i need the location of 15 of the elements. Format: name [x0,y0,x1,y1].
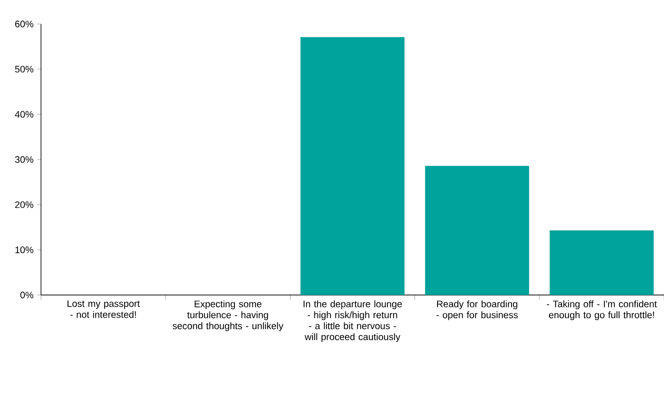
y-tick-label: 20% [15,201,34,208]
y-tick-label: 60% [15,20,34,28]
y-tick-label: 30% [15,156,34,163]
y-tick-label: 40% [14,110,34,118]
x-tick-label: Ready for boarding - open for business [436,300,518,320]
bar [550,230,654,295]
x-tick-label: Lost my passport - not interested! [68,300,140,318]
y-tick-label: 10% [15,246,34,254]
bar [425,166,530,295]
y-tick-label: 0% [20,292,34,298]
x-tick-label: In the departure lounge - high risk/high return - a little bit nervous - will proceed cautiously [304,300,402,342]
x-tick-label: - Taking off - I'm confident enough to go full throttle! [546,300,657,320]
y-tick-label: 50% [15,66,34,73]
x-tick-label: Expecting some turbulence - having second thoughts - unlikely [172,300,284,332]
bar [300,37,405,295]
